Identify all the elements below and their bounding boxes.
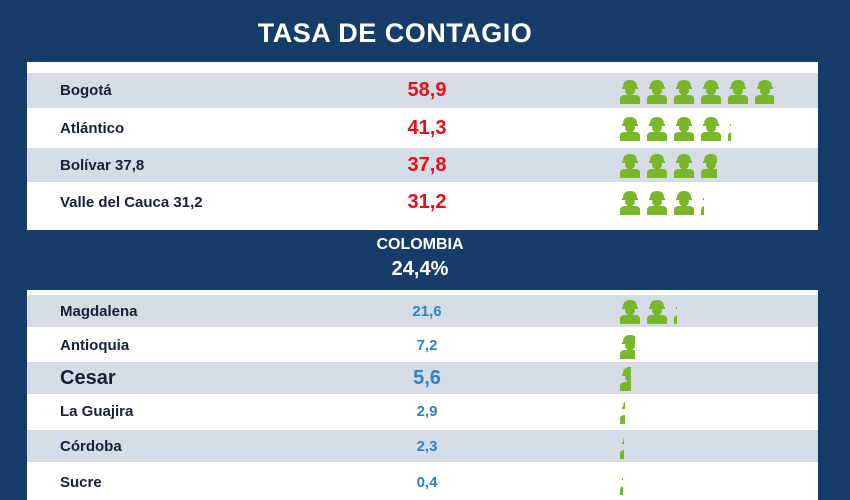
icon-bar xyxy=(619,73,779,108)
icon-bar xyxy=(619,148,722,182)
region-name: Magdalena xyxy=(60,302,138,320)
person-icon xyxy=(673,78,695,104)
national-band: COLOMBIA 24,4% xyxy=(0,230,850,290)
person-icon xyxy=(673,152,695,178)
icon-bar xyxy=(619,362,636,394)
person-icon xyxy=(700,115,722,141)
region-below-row: Córdoba 2,3 xyxy=(27,430,818,462)
person-icon xyxy=(646,78,668,104)
person-icon xyxy=(727,115,731,141)
icon-bar xyxy=(619,184,709,220)
icon-bar xyxy=(619,329,640,362)
person-icon xyxy=(673,189,695,215)
region-name: Atlántico xyxy=(60,119,125,137)
rate-value: 31,2 xyxy=(407,190,447,213)
icon-bar xyxy=(619,430,629,462)
person-icon xyxy=(619,298,641,324)
person-icon xyxy=(619,433,624,459)
person-icon xyxy=(619,189,641,215)
person-icon xyxy=(700,152,717,178)
rate-value: 41,3 xyxy=(407,116,447,139)
rate-value: 2,9 xyxy=(416,402,438,420)
person-icon xyxy=(646,189,668,215)
person-icon xyxy=(673,115,695,141)
person-icon xyxy=(619,333,635,359)
region-name: Córdoba xyxy=(60,437,122,455)
person-icon xyxy=(619,78,641,104)
region-above-row: Bogotá 58,9 xyxy=(27,73,818,108)
rate-value: 58,9 xyxy=(407,79,447,101)
region-name: Bogotá xyxy=(60,82,112,99)
icon-bar xyxy=(619,394,630,428)
rate-value: 7,2 xyxy=(416,337,438,354)
region-name: Cesar xyxy=(60,366,116,389)
region-below-row: Antioquia 7,2 xyxy=(27,329,818,362)
region-below-row: Sucre 0,4 xyxy=(27,464,818,500)
region-below-row: La Guajira 2,9 xyxy=(27,394,818,428)
top-table: Bogotá 58,9 Atlántico 41,3 Bolívar 37,8 37,8 V… xyxy=(27,62,818,230)
region-name: Valle del Cauca 31,2 xyxy=(60,193,203,211)
icon-bar xyxy=(619,464,628,500)
rate-value: 5,6 xyxy=(413,366,441,389)
region-below-row: Cesar 5,6 xyxy=(27,362,818,394)
person-icon xyxy=(619,115,641,141)
person-icon xyxy=(700,189,704,215)
person-icon xyxy=(700,78,722,104)
person-icon xyxy=(619,365,631,391)
person-icon xyxy=(646,152,668,178)
rate-value: 0,4 xyxy=(416,473,438,491)
region-name: Antioquia xyxy=(60,337,130,354)
rate-value: 21,6 xyxy=(412,302,442,320)
person-icon xyxy=(646,298,668,324)
chart-title: TASA DE CONTAGIO xyxy=(257,18,533,48)
national-rate: 24,4% xyxy=(391,258,449,280)
region-below-row: Magdalena 21,6 xyxy=(27,295,818,327)
region-name: Sucre xyxy=(60,473,102,491)
person-icon xyxy=(619,152,641,178)
region-above-row: Atlántico 41,3 xyxy=(27,110,818,146)
person-icon xyxy=(754,78,774,104)
person-icon xyxy=(727,78,749,104)
rate-value: 2,3 xyxy=(416,437,438,455)
region-above-row: Valle del Cauca 31,2 31,2 xyxy=(27,184,818,220)
rate-value: 37,8 xyxy=(407,153,447,176)
bottom-table: Magdalena 21,6 Antioquia 7,2 Cesar 5,6 La Guaj… xyxy=(27,290,818,500)
person-icon xyxy=(619,398,625,424)
national-label: COLOMBIA xyxy=(376,236,464,253)
person-icon xyxy=(619,469,623,495)
person-icon xyxy=(646,115,668,141)
icon-bar xyxy=(619,295,682,327)
region-name: La Guajira xyxy=(60,402,134,420)
person-icon xyxy=(673,298,677,324)
region-above-row: Bolívar 37,8 37,8 xyxy=(27,148,818,182)
icon-bar xyxy=(619,110,736,146)
region-name: Bolívar 37,8 xyxy=(60,156,145,174)
